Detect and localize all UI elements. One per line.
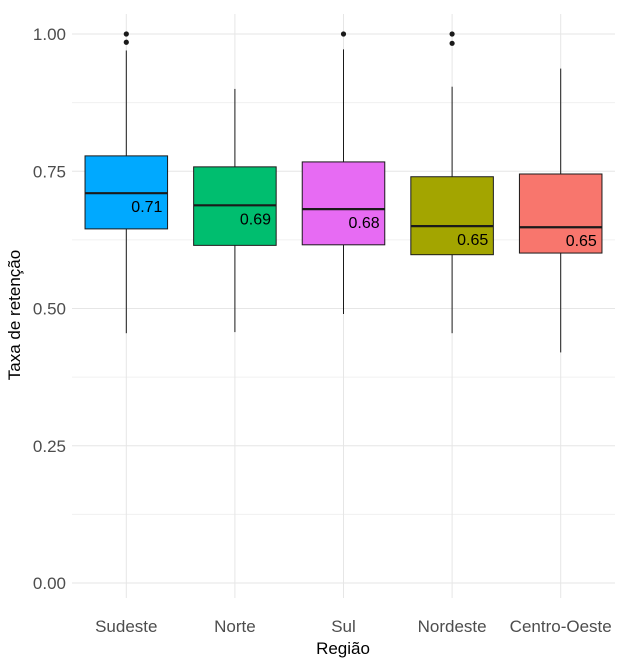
y-tick-label: 0.25 (33, 437, 66, 456)
x-axis: Sudeste Norte Sul Nordeste Centro-Oeste (95, 617, 612, 636)
y-axis-title: Taxa de retenção (5, 250, 24, 380)
outlier-point (123, 39, 129, 45)
x-axis-title: Região (316, 639, 370, 658)
x-tick-label: Nordeste (418, 617, 487, 636)
y-tick-label: 0.00 (33, 574, 66, 593)
outlier-point (340, 31, 347, 37)
box (301, 161, 386, 246)
box-group: 0.69 (193, 88, 277, 333)
box-group: 0.65 (410, 31, 494, 334)
y-tick-label: 0.75 (33, 162, 66, 181)
x-tick-label: Centro-Oeste (510, 617, 612, 636)
box (410, 176, 494, 256)
outlier-point (449, 31, 455, 37)
median-label: 0.65 (457, 232, 488, 249)
x-tick-label: Sudeste (95, 617, 157, 636)
outlier-point (123, 31, 129, 37)
box-group: 0.65 (518, 68, 603, 353)
box-group: 0.71 (84, 31, 169, 334)
median-label: 0.65 (566, 233, 597, 250)
median-label: 0.68 (349, 215, 380, 232)
box (518, 173, 603, 254)
boxes: 0.71 0.69 0.68 0.65 0.65 (84, 31, 603, 353)
y-axis: 0.00 0.25 0.50 0.75 1.00 (33, 25, 66, 593)
y-tick-label: 1.00 (33, 25, 66, 44)
outlier-point (449, 40, 455, 46)
x-tick-label: Sul (331, 617, 356, 636)
median-label: 0.71 (131, 199, 162, 216)
x-tick-label: Norte (214, 617, 256, 636)
y-tick-label: 0.50 (33, 300, 66, 319)
box-group: 0.68 (301, 31, 386, 314)
median-label: 0.69 (240, 211, 271, 228)
